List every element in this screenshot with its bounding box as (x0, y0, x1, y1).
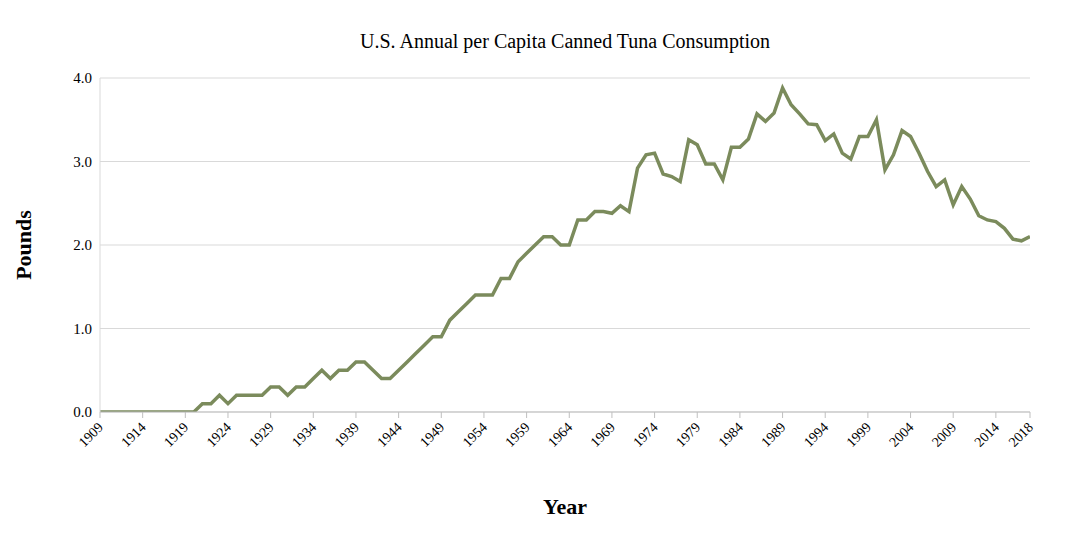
svg-text:1924: 1924 (204, 420, 234, 450)
svg-text:1994: 1994 (801, 420, 831, 450)
svg-text:3.0: 3.0 (73, 154, 92, 170)
html-text:Year: Year (543, 494, 587, 519)
svg-text:1989: 1989 (758, 420, 788, 450)
svg-text:1934: 1934 (289, 420, 319, 450)
svg-text:2014: 2014 (972, 420, 1002, 450)
svg-text:1954: 1954 (460, 420, 490, 450)
svg-text:2009: 2009 (929, 420, 959, 450)
svg-text:1914: 1914 (118, 420, 148, 450)
svg-text:1.0: 1.0 (73, 321, 92, 337)
svg-text:1949: 1949 (417, 420, 447, 450)
svg-text:1939: 1939 (332, 420, 362, 450)
svg-text:1999: 1999 (844, 420, 874, 450)
svg-text:1984: 1984 (716, 420, 746, 450)
svg-text:1944: 1944 (374, 420, 404, 450)
html-text:Pounds: Pounds (11, 210, 36, 280)
svg-text:0.0: 0.0 (73, 404, 92, 420)
svg-text:1929: 1929 (246, 420, 276, 450)
svg-text:1909: 1909 (76, 420, 106, 450)
svg-text:1919: 1919 (161, 420, 191, 450)
svg-text:2.0: 2.0 (73, 237, 92, 253)
svg-text:2004: 2004 (886, 420, 916, 450)
svg-text:2018: 2018 (1006, 420, 1036, 450)
svg-text:1969: 1969 (588, 420, 618, 450)
svg-text:1979: 1979 (673, 420, 703, 450)
svg-text:4.0: 4.0 (73, 70, 92, 86)
html-text:U.S. Annual per Capita Canned: U.S. Annual per Capita Canned Tuna Consu… (360, 30, 770, 52)
svg-text:1964: 1964 (545, 420, 575, 450)
svg-text:1974: 1974 (630, 420, 660, 450)
svg-text:1959: 1959 (502, 420, 532, 450)
